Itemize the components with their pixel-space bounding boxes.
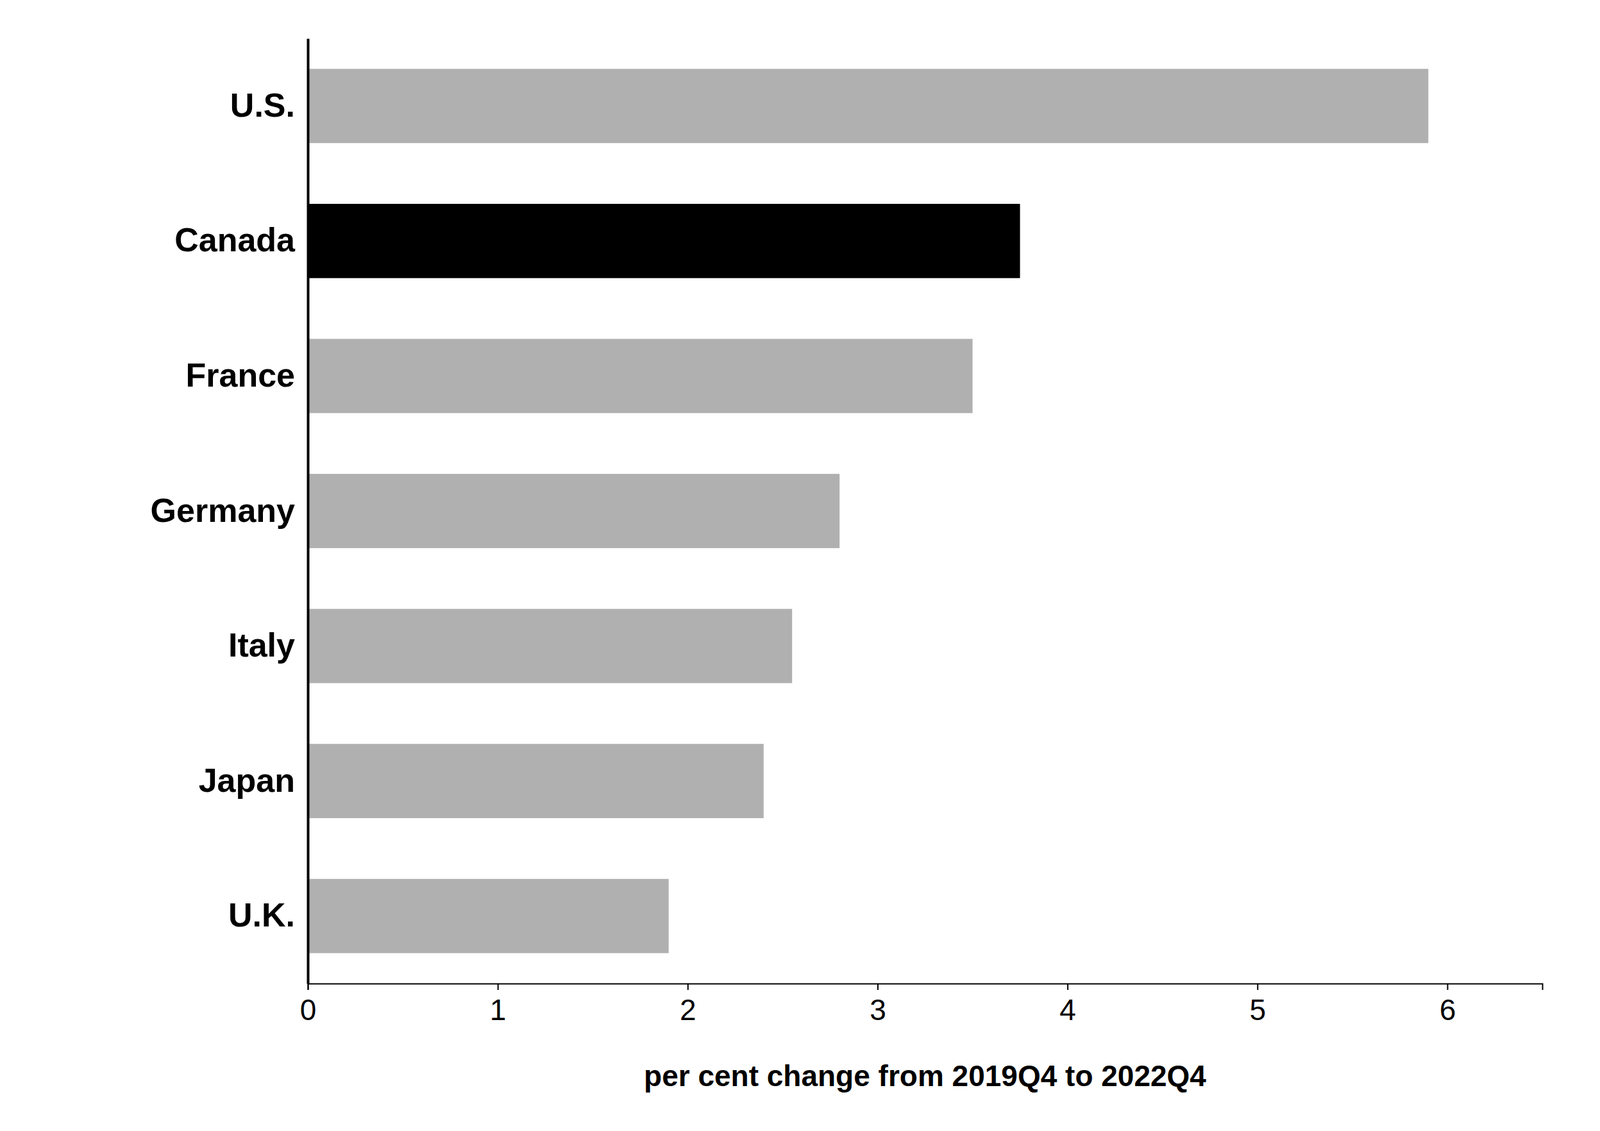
x-tick-mark [877,983,879,991]
x-axis-line [308,984,1543,991]
x-axis: 0 1 2 3 4 5 6 [300,983,1543,1027]
y-tick-label: Germany [150,491,296,530]
y-tick: U.K. [228,896,308,934]
x-tick-mark [687,983,689,991]
x-tick-label: 5 [1249,993,1266,1027]
bar [307,68,1429,144]
x-tick-mark [1446,983,1449,991]
bar [307,609,792,684]
y-tick: Germany [150,491,308,530]
x-tick-label: 3 [869,993,887,1027]
y-tick-label: Italy [228,626,295,664]
y-tick-label: Canada [174,221,296,259]
x-tick: 0 [300,983,317,1027]
y-tick: Italy [228,626,308,664]
y-tick: Canada [174,221,308,259]
x-tick-mark [1256,983,1259,991]
bar [307,203,1021,279]
x-tick-mark [307,983,310,991]
x-tick-label: 0 [300,993,317,1027]
y-tick-label: Japan [198,761,295,800]
x-tick: 2 [679,983,697,1027]
bar [307,473,840,549]
chart-container: 0 1 2 3 4 5 6 U.S. Canada France Germany Italy Japan… [0,0,1600,1131]
bars [307,68,1429,953]
y-axis-line [307,39,310,985]
y-tick: Japan [198,761,308,800]
x-tick-label: 4 [1059,993,1077,1027]
y-tick-label: France [185,356,295,394]
bar [307,743,764,819]
y-tick: France [185,356,308,394]
x-tick-mark [1067,983,1069,991]
x-tick: 6 [1439,983,1457,1027]
bar [307,339,973,414]
x-tick-label: 6 [1439,993,1457,1027]
y-axis: U.S. Canada France Germany Italy Japan U.K. [150,39,309,985]
x-tick: 4 [1059,983,1077,1027]
x-tick-mark [497,983,499,991]
x-tick-label: 1 [489,993,507,1027]
chart-svg: 0 1 2 3 4 5 6 U.S. Canada France Germany Italy Japan… [0,0,1600,1131]
y-tick-label: U.S. [230,86,295,124]
x-tick: 1 [489,983,507,1027]
bar [307,879,669,954]
y-tick-label: U.K. [228,896,295,934]
y-tick: U.S. [230,86,308,124]
x-tick-label: 2 [679,993,697,1027]
x-axis-title: per cent change from 2019Q4 to 2022Q4 [643,1059,1207,1093]
plot-area: 0 1 2 3 4 5 6 U.S. Canada France Germany Italy Japan… [150,39,1543,1027]
x-tick: 5 [1249,983,1266,1027]
x-tick: 3 [869,983,887,1027]
